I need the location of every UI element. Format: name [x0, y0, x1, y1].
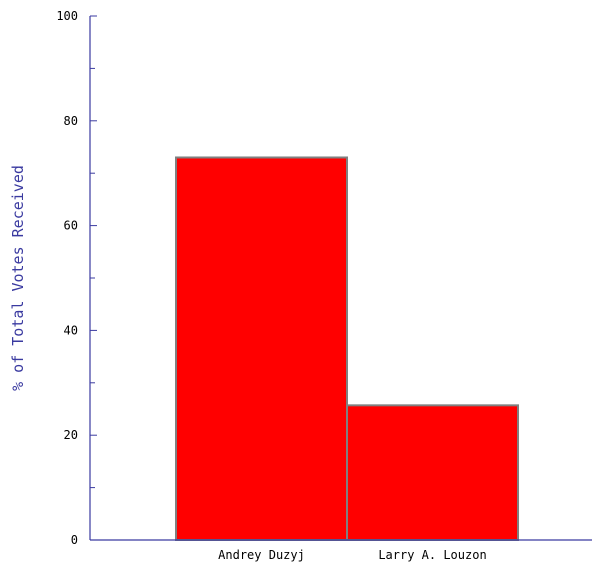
- category-label: Andrey Duzyj: [218, 548, 305, 562]
- bars-group: [175, 156, 519, 541]
- y-tick-label: 0: [71, 533, 78, 547]
- y-tick-label: 60: [64, 219, 78, 233]
- y-axis-title: % of Total Votes Received: [9, 165, 27, 391]
- y-tick-label: 80: [64, 114, 78, 128]
- y-tick-label: 20: [64, 428, 78, 442]
- bar: [175, 156, 348, 541]
- category-labels-group: Andrey Duzyj Larry A. Louzon: [218, 548, 487, 562]
- y-tick-label: 40: [64, 323, 78, 337]
- category-label: Larry A. Louzon: [378, 548, 486, 562]
- y-tick-label: 100: [56, 9, 78, 23]
- y-ticks-group: 0 20 40 60 80 100: [56, 9, 97, 547]
- bar: [346, 404, 519, 541]
